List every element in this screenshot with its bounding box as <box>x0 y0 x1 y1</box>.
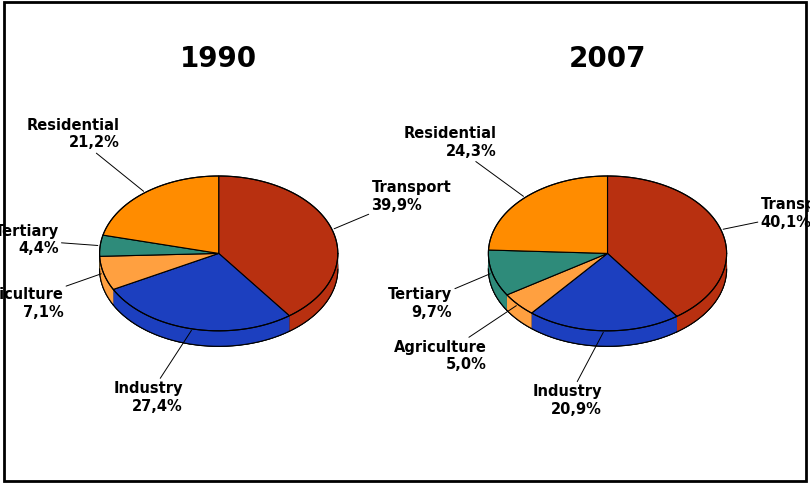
Polygon shape <box>507 295 531 328</box>
Text: Transport
40,1%: Transport 40,1% <box>723 197 810 229</box>
Polygon shape <box>100 254 219 272</box>
Polygon shape <box>113 289 289 346</box>
Polygon shape <box>488 176 608 254</box>
Text: Industry
20,9%: Industry 20,9% <box>532 332 603 417</box>
Ellipse shape <box>488 191 727 346</box>
Polygon shape <box>289 254 338 331</box>
Polygon shape <box>289 254 338 331</box>
Polygon shape <box>113 254 219 305</box>
Polygon shape <box>100 256 113 305</box>
Polygon shape <box>113 254 289 331</box>
Polygon shape <box>103 176 219 254</box>
Text: Agriculture
7,1%: Agriculture 7,1% <box>0 274 101 320</box>
Polygon shape <box>677 254 727 332</box>
Polygon shape <box>507 295 531 328</box>
Polygon shape <box>100 254 219 289</box>
Text: Residential
21,2%: Residential 21,2% <box>27 118 143 191</box>
Polygon shape <box>219 254 289 331</box>
Polygon shape <box>100 254 219 272</box>
Polygon shape <box>507 254 608 311</box>
Title: 2007: 2007 <box>569 44 646 72</box>
Polygon shape <box>677 255 727 332</box>
Polygon shape <box>488 254 507 311</box>
Polygon shape <box>100 235 219 256</box>
Title: 1990: 1990 <box>180 44 258 72</box>
Polygon shape <box>507 254 608 313</box>
Polygon shape <box>507 254 608 311</box>
Polygon shape <box>608 254 677 332</box>
Polygon shape <box>100 256 113 305</box>
Polygon shape <box>488 250 608 295</box>
Polygon shape <box>219 176 338 316</box>
Polygon shape <box>531 254 677 331</box>
Polygon shape <box>531 313 677 346</box>
Polygon shape <box>113 254 219 305</box>
Polygon shape <box>531 254 608 328</box>
Text: Residential
24,3%: Residential 24,3% <box>403 127 523 197</box>
Text: Transport
39,9%: Transport 39,9% <box>335 180 451 229</box>
Polygon shape <box>219 254 289 331</box>
Text: Tertiary
4,4%: Tertiary 4,4% <box>0 224 98 256</box>
Polygon shape <box>488 254 507 311</box>
Text: Tertiary
9,7%: Tertiary 9,7% <box>388 274 490 320</box>
Polygon shape <box>608 254 677 332</box>
Polygon shape <box>531 254 608 328</box>
Polygon shape <box>531 313 677 346</box>
Polygon shape <box>608 176 727 316</box>
Text: Industry
27,4%: Industry 27,4% <box>113 330 191 413</box>
Ellipse shape <box>100 191 338 346</box>
Text: Agriculture
5,0%: Agriculture 5,0% <box>394 306 516 372</box>
Polygon shape <box>113 289 289 346</box>
